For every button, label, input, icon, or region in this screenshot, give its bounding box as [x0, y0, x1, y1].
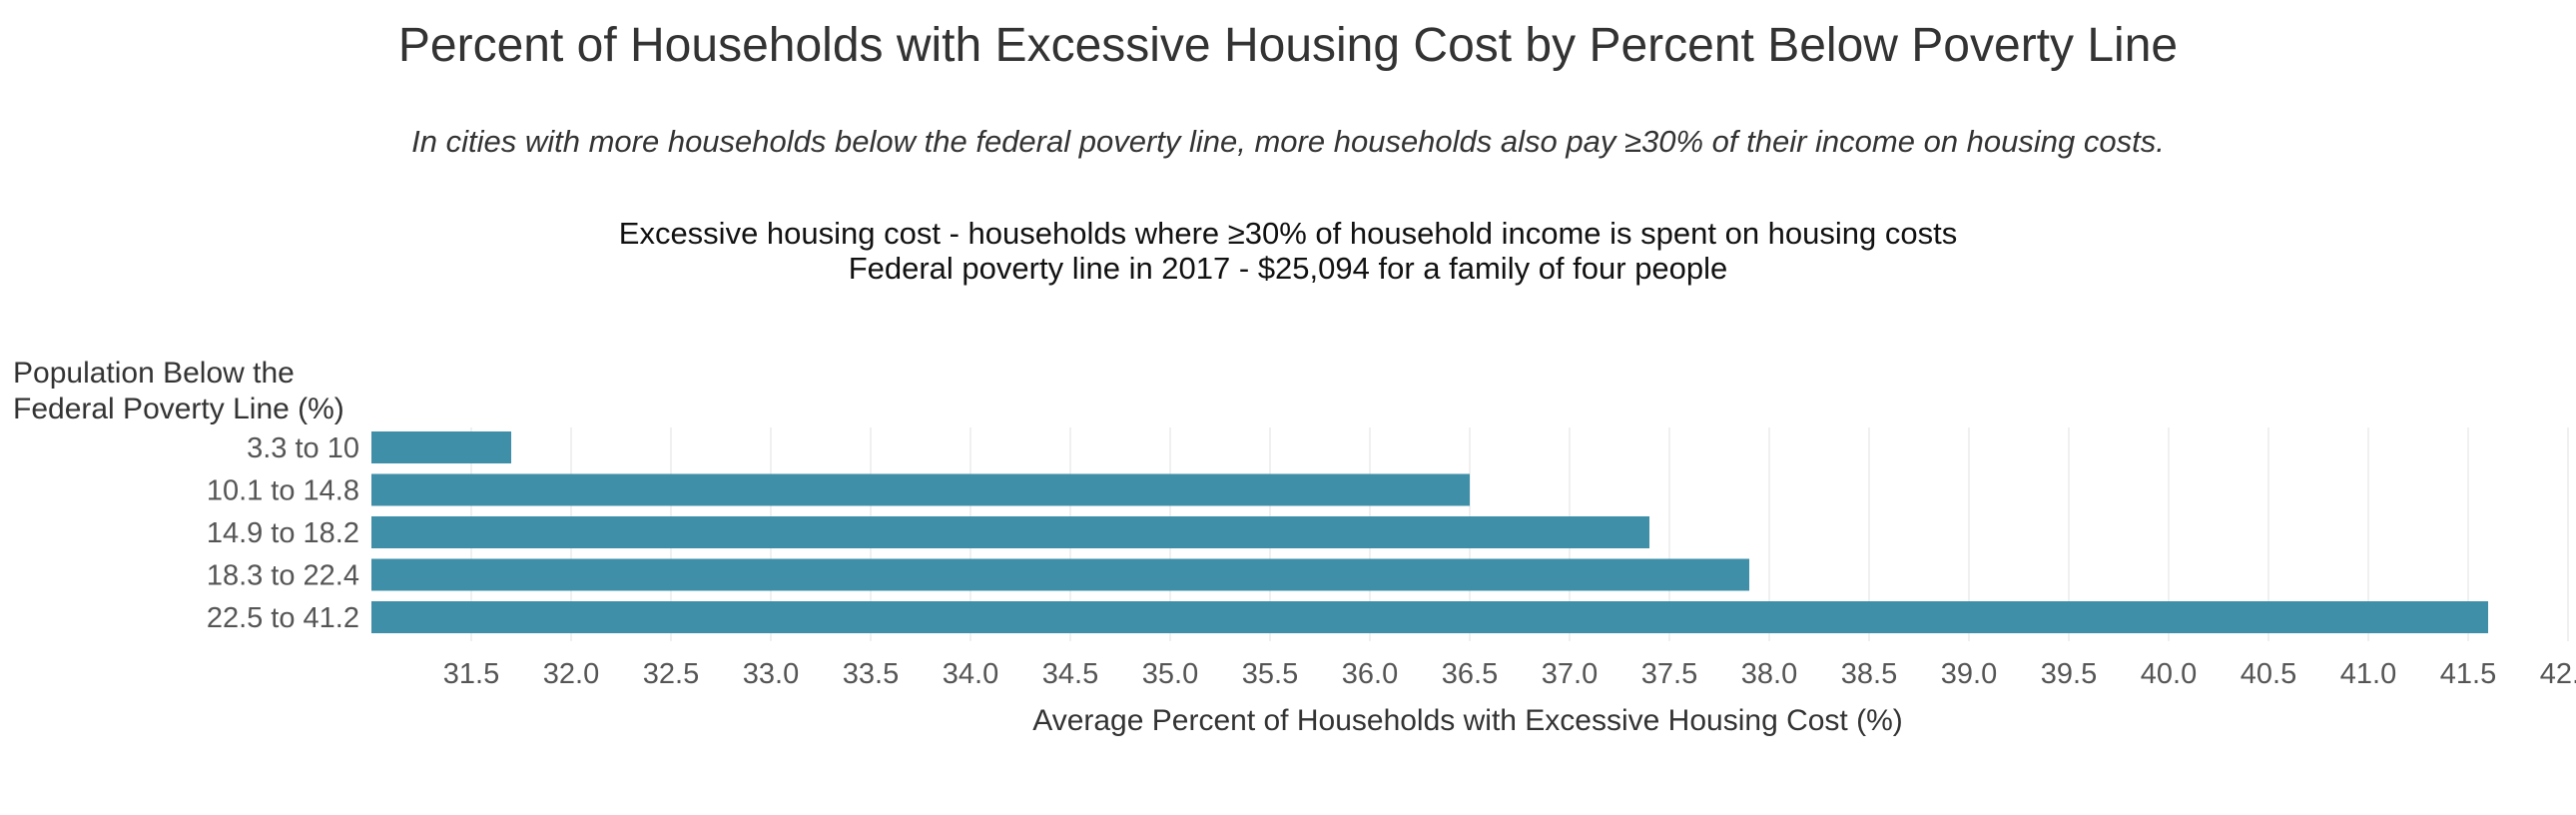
x-tick-label: 41.0	[2340, 658, 2396, 690]
x-tick-label: 36.5	[1442, 658, 1498, 690]
x-tick-label: 32.0	[543, 658, 599, 690]
x-tick-label: 40.5	[2241, 658, 2296, 690]
definition-note-poverty-line: Federal poverty line in 2017 - $25,094 f…	[848, 251, 1728, 286]
bar[interactable]	[371, 516, 1649, 548]
chart-title: Percent of Households with Excessive Hou…	[397, 19, 2179, 72]
category-labels: 3.3 to 10 10.1 to 14.8 14.9 to 18.2 18.3 to…	[207, 432, 359, 634]
x-tick-label: 34.0	[943, 658, 998, 690]
x-tick-label: 34.5	[1042, 658, 1098, 690]
definition-note-housing-cost: Excessive housing cost - households wher…	[618, 216, 1958, 251]
category-label: 22.5 to 41.2	[207, 602, 359, 634]
x-tick-label: 36.0	[1342, 658, 1398, 690]
bar[interactable]	[371, 431, 511, 463]
x-tick-label: 39.0	[1941, 658, 1997, 690]
x-tick-label: 39.5	[2041, 658, 2097, 690]
bar[interactable]	[371, 558, 1749, 591]
x-axis-title: Average Percent of Households with Exces…	[1032, 704, 1903, 737]
bars	[371, 431, 2488, 633]
category-label: 18.3 to 22.4	[207, 560, 359, 592]
x-tick-label: 37.5	[1641, 658, 1697, 690]
x-tick-label: 42.0	[2540, 658, 2576, 690]
x-tick-label: 35.0	[1142, 658, 1198, 690]
y-axis-title: Population Below the Federal Poverty Lin…	[13, 356, 344, 427]
x-axis-ticks: 31.5 32.0 32.5 33.0 33.5 34.0 34.5 35.0 35.5 36.0…	[443, 658, 2576, 690]
x-tick-label: 33.5	[843, 658, 899, 690]
bar[interactable]	[371, 601, 2488, 633]
x-tick-label: 31.5	[443, 658, 499, 690]
x-tick-label: 40.0	[2141, 658, 2197, 690]
y-axis-title-line-1: Population Below the	[13, 357, 295, 390]
chart-subtitle: In cities with more households below the…	[411, 124, 2165, 159]
x-tick-label: 32.5	[643, 658, 699, 690]
x-tick-label: 33.0	[743, 658, 799, 690]
bar[interactable]	[371, 473, 1470, 506]
category-label: 14.9 to 18.2	[207, 517, 359, 549]
category-label: 10.1 to 14.8	[207, 475, 359, 507]
x-tick-label: 38.5	[1841, 658, 1897, 690]
x-tick-label: 38.0	[1741, 658, 1797, 690]
category-label: 3.3 to 10	[247, 432, 359, 464]
x-tick-label: 35.5	[1242, 658, 1298, 690]
x-tick-label: 41.5	[2440, 658, 2496, 690]
y-axis-title-line-2: Federal Poverty Line (%)	[13, 393, 344, 425]
x-tick-label: 37.0	[1542, 658, 1598, 690]
